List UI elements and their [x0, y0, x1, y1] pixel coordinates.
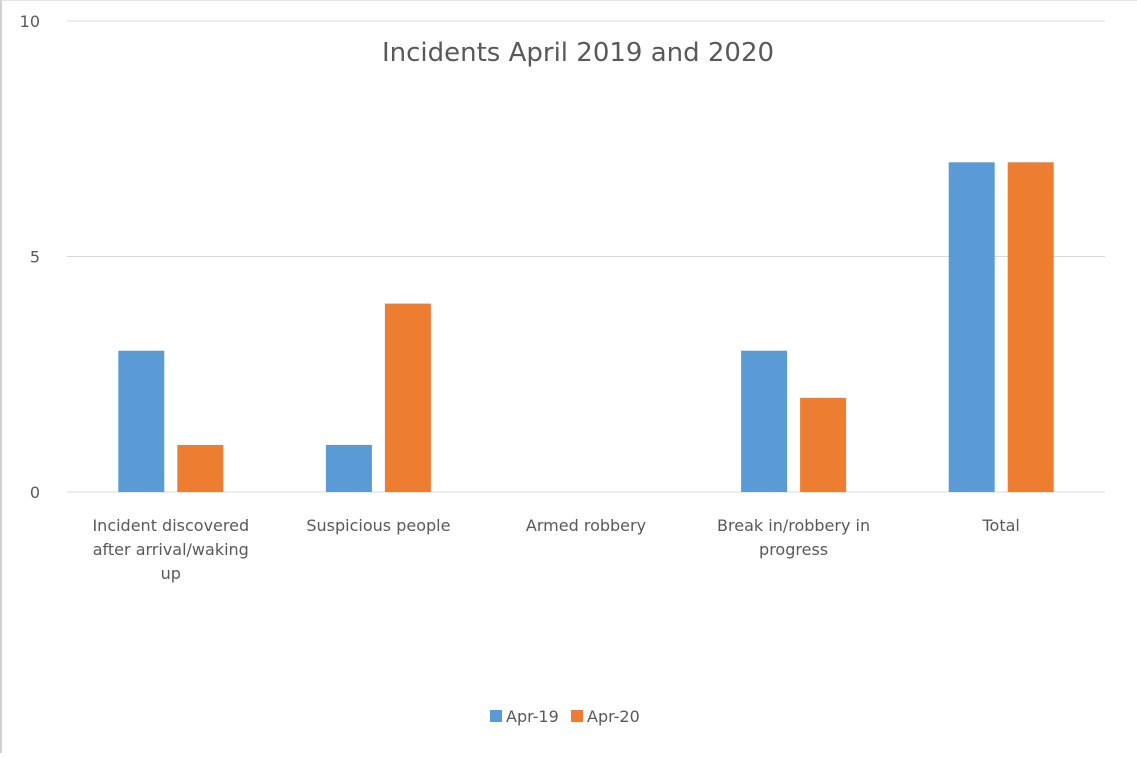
legend-label-apr-20: Apr-20: [587, 707, 640, 726]
x-tick-label-line: Armed robbery: [526, 516, 646, 535]
bars: [118, 162, 1054, 493]
x-tick-label-2: Armed robbery: [526, 516, 646, 535]
x-tick-label-line: after arrival/waking: [93, 540, 249, 559]
x-tick-label-line: progress: [759, 540, 828, 559]
y-tick-label-10: 10: [20, 12, 40, 31]
x-tick-label-0: Incident discovered after arrival/waking u…: [92, 516, 249, 583]
legend: Apr-19 Apr-20: [490, 707, 640, 726]
bar-apr-19-3: [741, 350, 788, 492]
legend-label-apr-19: Apr-19: [506, 707, 559, 726]
y-tick-label-0: 0: [30, 483, 40, 502]
bar-apr-19-1: [325, 444, 372, 492]
x-tick-label-3: Break in/robbery in progress: [717, 516, 870, 559]
gridlines: [67, 20, 1105, 493]
bar-apr-19-4: [948, 162, 995, 493]
x-tick-label-1: Suspicious people: [306, 516, 450, 535]
x-tick-label-line: Total: [982, 516, 1020, 535]
bar-apr-20-3: [800, 397, 847, 492]
bar-apr-19-0: [118, 350, 165, 492]
chart-title: Incidents April 2019 and 2020: [382, 38, 774, 68]
y-tick-label-5: 5: [30, 248, 40, 267]
x-axis-labels: Incident discovered after arrival/waking u…: [92, 516, 1019, 583]
x-tick-label-line: Suspicious people: [306, 516, 450, 535]
bar-apr-20-0: [177, 444, 224, 492]
x-tick-label-line: up: [161, 564, 181, 583]
bar-apr-20-1: [384, 303, 431, 492]
x-tick-label-4: Total: [982, 516, 1020, 535]
x-tick-label-line: Incident discovered: [92, 516, 249, 535]
legend-swatch-apr-20: [571, 710, 583, 722]
legend-swatch-apr-19: [490, 710, 502, 722]
x-tick-label-line: Break in/robbery in: [717, 516, 870, 535]
bar-apr-20-4: [1007, 162, 1054, 493]
y-axis-ticks: 0 5 10: [20, 12, 40, 502]
